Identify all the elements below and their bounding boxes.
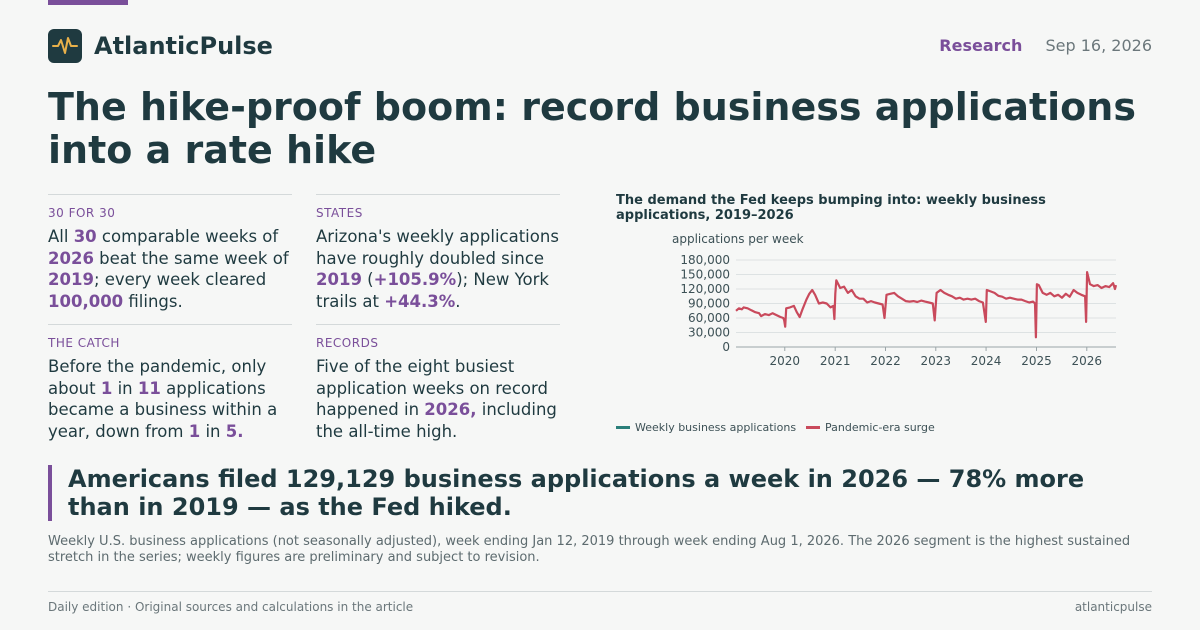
stat-highlight: 11 bbox=[137, 378, 161, 398]
pull-quote-text: Americans filed 129,129 business applica… bbox=[68, 465, 1085, 521]
stat-label: RECORDS bbox=[316, 336, 379, 350]
pull-quote: Americans filed 129,129 business applica… bbox=[48, 465, 1148, 521]
stat-card: RECORDS Five of the eight busiest applic… bbox=[316, 324, 560, 442]
stat-highlight: 2026 bbox=[48, 248, 94, 268]
stat-highlight: 2019 bbox=[48, 270, 94, 289]
stat-card: THE CATCH Before the pandemic, only abou… bbox=[48, 324, 292, 442]
section-link[interactable]: Research bbox=[939, 36, 1023, 55]
legend-item: Pandemic-era surge bbox=[806, 421, 935, 434]
y-tick-label: 30,000 bbox=[688, 326, 730, 340]
legend-label: Weekly business applications bbox=[635, 421, 797, 434]
stat-body: All 30 comparable weeks of 2026 beat the… bbox=[48, 227, 289, 311]
y-axis-label: applications per week bbox=[672, 232, 804, 246]
x-tick-label: 2025 bbox=[1021, 354, 1052, 368]
footer-divider bbox=[48, 591, 1152, 592]
x-tick-label: 2026 bbox=[1072, 354, 1103, 368]
accent-bar bbox=[48, 0, 128, 5]
headline: The hike-proof boom: record business app… bbox=[48, 85, 1136, 172]
stat-highlight: 5. bbox=[225, 421, 244, 441]
y-tick-label: 60,000 bbox=[688, 311, 730, 325]
chart-note: Weekly U.S. business applications (not s… bbox=[48, 534, 1131, 565]
stat-card: 30 FOR 30 All 30 comparable weeks of 202… bbox=[48, 194, 292, 312]
legend-label: Pandemic-era surge bbox=[825, 421, 935, 434]
chart-legend: Weekly business applications Pandemic-era… bbox=[616, 421, 945, 434]
x-tick-label: 2024 bbox=[971, 354, 1002, 368]
publish-date: Sep 16, 2026 bbox=[1045, 36, 1153, 55]
y-tick-label: 180,000 bbox=[680, 253, 730, 267]
stat-highlight: 100,000 bbox=[48, 291, 124, 311]
stat-label: 30 FOR 30 bbox=[48, 206, 116, 220]
y-tick-label: 150,000 bbox=[680, 268, 730, 282]
stat-highlight: 2026, bbox=[424, 400, 477, 419]
stat-highlight: +105.9% bbox=[373, 270, 457, 289]
y-tick-label: 0 bbox=[722, 340, 730, 354]
logo[interactable] bbox=[48, 29, 82, 63]
stat-highlight: 2019 bbox=[316, 270, 362, 289]
stat-label: STATES bbox=[316, 206, 363, 220]
line-chart: applications per week 030,00060,00090,000… bbox=[672, 232, 1118, 368]
stat-highlight: +44.3% bbox=[384, 291, 456, 311]
stat-body: Five of the eight busiest application we… bbox=[316, 357, 557, 441]
footer-site[interactable]: atlanticpulse bbox=[1074, 600, 1152, 614]
x-tick-label: 2021 bbox=[820, 354, 851, 368]
stat-highlight: 30 bbox=[73, 227, 97, 246]
x-tick-label: 2022 bbox=[870, 354, 901, 368]
header-meta: Research Sep 16, 2026 bbox=[939, 36, 1152, 56]
x-tick-label: 2020 bbox=[770, 354, 801, 368]
legend-item: Weekly business applications bbox=[616, 421, 796, 434]
stat-highlight: 1 bbox=[100, 378, 113, 398]
stat-label: THE CATCH bbox=[48, 336, 120, 350]
legend-swatch bbox=[616, 425, 630, 429]
footer-text: Daily edition · Original sources and cal… bbox=[48, 600, 414, 614]
y-tick-label: 120,000 bbox=[680, 282, 730, 296]
stat-highlight: 1 bbox=[188, 421, 201, 441]
stat-card: STATES Arizona's weekly applications hav… bbox=[316, 194, 560, 312]
x-tick-label: 2023 bbox=[921, 354, 952, 368]
brand-name[interactable]: AtlanticPulse bbox=[94, 32, 273, 60]
pulse-icon bbox=[52, 37, 78, 54]
stat-body: Before the pandemic, only about 1 in 11 … bbox=[48, 357, 278, 441]
legend-swatch bbox=[806, 425, 821, 429]
series-line bbox=[735, 270, 1118, 339]
stat-body: Arizona's weekly applications have rough… bbox=[316, 227, 559, 311]
y-tick-label: 90,000 bbox=[688, 297, 730, 311]
chart-title: The demand the Fed keeps bumping into: w… bbox=[616, 193, 1046, 223]
